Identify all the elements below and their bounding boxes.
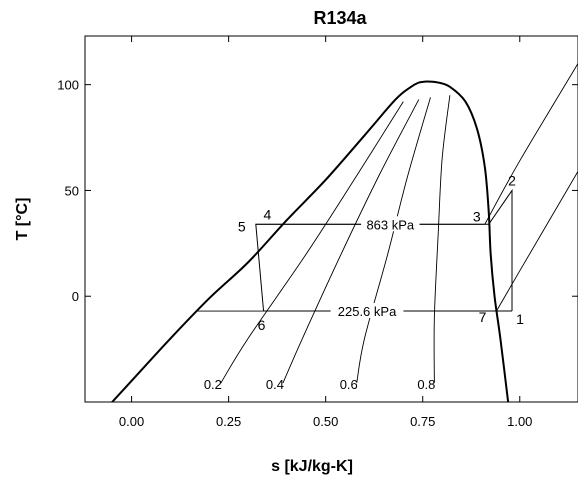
cycle-point-label: 3: [473, 208, 481, 224]
quality-line: [220, 101, 404, 384]
x-tick-label: 0.25: [216, 414, 241, 429]
x-axis-label: s [kJ/kg-K]: [271, 458, 353, 475]
isobar-superheated: [496, 171, 578, 312]
x-tick-label: 0.50: [313, 414, 338, 429]
y-tick-label: 50: [65, 183, 79, 198]
cycle-point-label: 2: [508, 172, 516, 188]
saturated-liquid-curve: [110, 81, 420, 402]
y-tick-label: 0: [72, 289, 79, 304]
saturated-vapor-curve: [418, 80, 510, 402]
quality-lines: [220, 95, 451, 384]
cycle-point-label: 7: [479, 309, 487, 325]
plot-frame: [84, 35, 578, 403]
quality-label: 0.6: [340, 377, 358, 392]
cycle-point-label: 5: [238, 218, 246, 234]
cycle-point-label: 4: [263, 206, 271, 222]
chart-title: R134a: [313, 8, 367, 28]
pressure-label: 863 kPa: [366, 217, 414, 232]
isobar-superheated: [484, 63, 578, 225]
quality-line: [433, 95, 451, 383]
quality-line: [356, 97, 431, 384]
quality-line: [282, 99, 420, 384]
pressure-label-bg: [361, 216, 420, 232]
chart-annotations: 0.2 0.4 0.6 0.8 863 kPa 225.6 kPa 1 2 3 4 5 6 7: [204, 172, 524, 392]
y-tick-label: 100: [57, 78, 79, 93]
pressure-label: 225.6 kPa: [338, 304, 397, 319]
cycle-point-label: 1: [516, 311, 524, 327]
y-axis-label: T [°C]: [14, 198, 31, 241]
isobar-lines: [197, 63, 578, 312]
pressure-label-bg: [330, 303, 404, 319]
saturation-dome: [110, 80, 510, 402]
quality-label: 0.2: [204, 377, 222, 392]
x-tick-label: 1.00: [507, 414, 532, 429]
quality-label: 0.8: [417, 377, 435, 392]
x-tick-label: 0.75: [410, 414, 435, 429]
quality-label: 0.4: [266, 377, 284, 392]
x-tick-label: 0.00: [119, 414, 144, 429]
cycle-point-label: 6: [258, 317, 266, 333]
